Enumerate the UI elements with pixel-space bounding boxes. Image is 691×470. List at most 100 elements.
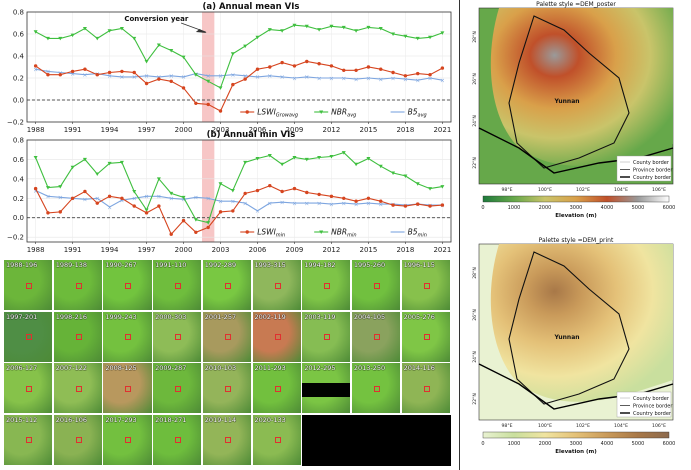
thumbnail-grid: 1988-196 1989-138 1990-267 1991-110 1992-289… bbox=[4, 260, 452, 467]
conversion-band bbox=[202, 12, 215, 122]
data-point bbox=[255, 35, 260, 40]
data-point bbox=[70, 33, 75, 38]
data-point bbox=[95, 36, 100, 41]
data-point bbox=[292, 64, 297, 68]
data-point bbox=[391, 70, 395, 75]
data-point: × bbox=[354, 201, 359, 208]
sample-marker bbox=[224, 437, 231, 443]
map-title: Palette style =DEM_print bbox=[539, 237, 614, 244]
data-point bbox=[391, 203, 395, 207]
data-point bbox=[255, 188, 260, 193]
lon-label: 104°E bbox=[614, 423, 628, 429]
legend-label: Country border bbox=[633, 411, 672, 417]
sample-marker bbox=[224, 334, 231, 340]
data-point bbox=[107, 194, 112, 199]
thumbnail-label: 1997-201 bbox=[6, 312, 38, 321]
thumbnail-label: 2008-125 bbox=[105, 364, 137, 372]
x-tick-label: 2015 bbox=[360, 246, 378, 254]
x-tick-label: 2018 bbox=[396, 246, 414, 254]
data-point bbox=[119, 27, 124, 31]
legend-marker bbox=[319, 110, 324, 114]
data-point bbox=[280, 162, 285, 167]
data-point bbox=[280, 29, 285, 33]
data-point bbox=[317, 192, 321, 197]
data-point bbox=[366, 25, 371, 30]
data-point bbox=[82, 27, 87, 31]
data-point bbox=[341, 25, 346, 30]
data-point: × bbox=[329, 201, 334, 208]
lon-label: 100°E bbox=[538, 423, 552, 429]
data-point bbox=[231, 82, 235, 87]
data-point bbox=[428, 187, 433, 191]
data-point bbox=[218, 182, 223, 186]
data-point bbox=[169, 49, 174, 53]
conversion-annotation: Conversion year bbox=[124, 15, 189, 23]
data-point bbox=[206, 102, 210, 107]
thumbnail: 2006-127 bbox=[4, 363, 53, 413]
legend-label: Country border bbox=[633, 175, 672, 181]
legend-label: NBRmin bbox=[331, 228, 356, 239]
thumbnail-label: 1996-115 bbox=[403, 261, 435, 269]
colorbar bbox=[482, 431, 670, 439]
data-point: × bbox=[230, 199, 235, 206]
data-point bbox=[181, 86, 186, 90]
data-point: × bbox=[119, 74, 124, 81]
region-label: Yunnan bbox=[553, 98, 579, 105]
thumbnail-label: 2001-257 bbox=[204, 312, 237, 321]
lon-label: 106°E bbox=[652, 423, 666, 429]
data-point bbox=[95, 201, 99, 205]
thumbnail: 1994-182 bbox=[302, 260, 351, 310]
thumbnail-label: 2013-250 bbox=[353, 364, 386, 372]
thumbnail: 2000-303 bbox=[153, 311, 202, 362]
thumbnail-label: 1988-196 bbox=[6, 261, 38, 269]
data-point bbox=[268, 65, 272, 69]
data-point bbox=[342, 68, 346, 73]
data-point bbox=[58, 36, 63, 41]
thumbnail-label: 1990-267 bbox=[105, 261, 137, 269]
lat-label: 24°N bbox=[472, 351, 478, 363]
map-title: Palette style =DEM_poster bbox=[536, 1, 616, 8]
data-point: × bbox=[341, 200, 346, 207]
sample-marker bbox=[324, 282, 331, 289]
thumbnail-label: 2006-127 bbox=[6, 364, 38, 372]
data-point bbox=[58, 73, 62, 77]
data-point: × bbox=[341, 75, 346, 82]
thumbnail: 2009-287 bbox=[153, 363, 202, 413]
x-tick-label: 1988 bbox=[27, 246, 45, 254]
data-point bbox=[403, 74, 408, 78]
data-point: × bbox=[378, 201, 383, 208]
data-point: × bbox=[366, 75, 371, 82]
data-point bbox=[341, 151, 346, 155]
data-point bbox=[280, 60, 284, 65]
y-tick-label: 0.6 bbox=[13, 156, 25, 164]
data-point: × bbox=[33, 188, 38, 195]
data-point bbox=[119, 160, 124, 165]
data-point: × bbox=[132, 196, 137, 203]
sample-marker bbox=[224, 385, 231, 392]
colorbar-label: Elevation (m) bbox=[555, 213, 597, 219]
y-tick-label: −0.2 bbox=[7, 234, 24, 242]
lon-label: 98°E bbox=[501, 187, 512, 193]
data-point bbox=[243, 44, 248, 49]
sample-marker bbox=[26, 334, 33, 340]
data-point bbox=[193, 73, 198, 77]
data-point: × bbox=[280, 199, 285, 206]
data-point bbox=[366, 65, 371, 69]
sample-marker bbox=[125, 385, 132, 392]
data-point: × bbox=[206, 196, 211, 203]
data-point bbox=[379, 199, 383, 203]
data-point bbox=[120, 69, 124, 74]
data-point: × bbox=[45, 194, 50, 201]
sample-marker bbox=[175, 437, 182, 443]
colorbar-tick: 5000 bbox=[632, 441, 645, 447]
data-point bbox=[45, 186, 50, 190]
thumbnail: 2015-112 bbox=[4, 414, 53, 465]
sample-marker bbox=[274, 385, 281, 392]
data-point: × bbox=[95, 196, 100, 203]
colorbar-tick: 0 bbox=[481, 441, 484, 447]
data-point: × bbox=[181, 197, 186, 204]
legend-label: LSWImin bbox=[257, 228, 285, 239]
sample-marker bbox=[125, 437, 132, 443]
data-point bbox=[181, 195, 186, 200]
lat-label: 28°N bbox=[472, 267, 478, 279]
